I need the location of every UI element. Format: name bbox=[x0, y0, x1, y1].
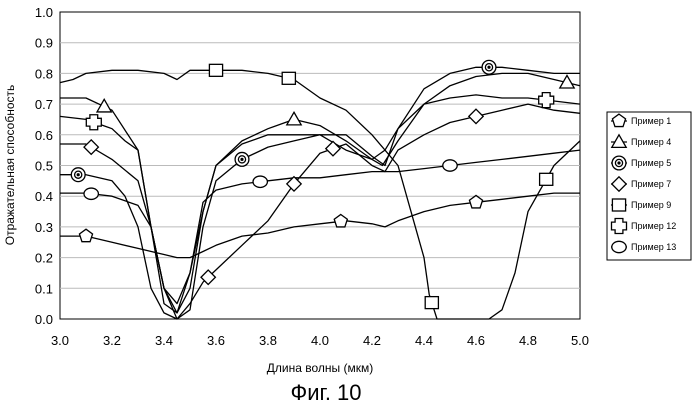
x-tick-label: 3.8 bbox=[259, 333, 277, 348]
series-markers-6 bbox=[85, 91, 555, 131]
y-tick-label: 0.1 bbox=[35, 281, 53, 296]
y-tick-label: 0.4 bbox=[35, 189, 53, 204]
marker-diamond bbox=[285, 175, 303, 193]
legend-label: Пример 5 bbox=[631, 158, 671, 168]
marker-square bbox=[281, 71, 297, 85]
marker-pentagon bbox=[78, 228, 94, 243]
marker-square bbox=[538, 172, 554, 186]
legend-entry: Пример 1 bbox=[611, 113, 671, 128]
legend-entry: Пример 12 bbox=[610, 217, 676, 235]
series-line-6 bbox=[59, 94, 581, 305]
legend-entry: Пример 9 bbox=[611, 198, 671, 212]
marker-cross bbox=[538, 91, 555, 109]
x-tick-label: 4.4 bbox=[415, 333, 433, 348]
y-tick-label: 0.3 bbox=[35, 220, 53, 235]
legend-label: Пример 4 bbox=[631, 137, 671, 147]
series-markers-7 bbox=[83, 159, 458, 201]
marker-bullseye-dot bbox=[487, 65, 491, 69]
series-markers-3 bbox=[70, 59, 497, 183]
marker-diamond bbox=[324, 140, 342, 157]
marker-triangle bbox=[558, 74, 576, 89]
series-line-3 bbox=[60, 66, 580, 320]
y-tick-label: 0.5 bbox=[35, 159, 53, 174]
figure-caption: Фиг. 10 bbox=[290, 380, 361, 405]
y-tick-label: 0.9 bbox=[35, 36, 53, 51]
y-tick-label: 0.6 bbox=[35, 128, 53, 143]
marker-pentagon bbox=[611, 113, 627, 128]
marker-square bbox=[611, 198, 627, 212]
marker-cross bbox=[610, 217, 628, 235]
x-tick-label: 5.0 bbox=[571, 333, 589, 348]
marker-diamond bbox=[200, 269, 217, 286]
marker-diamond bbox=[83, 138, 100, 156]
legend-label: Пример 7 bbox=[631, 179, 671, 189]
marker-bullseye-dot bbox=[240, 157, 244, 161]
marker-square bbox=[208, 63, 224, 77]
series-markers-1 bbox=[78, 194, 484, 243]
marker-square bbox=[424, 295, 440, 310]
marker-triangle bbox=[95, 98, 113, 113]
legend-label: Пример 1 bbox=[631, 116, 671, 126]
series-line-5 bbox=[59, 69, 581, 320]
x-tick-label: 3.6 bbox=[207, 333, 225, 348]
marker-circle bbox=[442, 159, 458, 172]
x-tick-label: 4.6 bbox=[467, 333, 485, 348]
marker-diamond bbox=[610, 175, 628, 193]
legend-entry: Пример 5 bbox=[611, 155, 671, 171]
series-markers-2 bbox=[95, 74, 576, 126]
legend-entry: Пример 4 bbox=[610, 133, 671, 149]
marker-triangle bbox=[610, 133, 628, 149]
series-markers-4 bbox=[83, 108, 485, 286]
y-tick-label: 0.7 bbox=[35, 97, 53, 112]
y-axis-label: Отражательная способность bbox=[3, 85, 17, 246]
y-tick-labels: 0.0 0.1 0.2 0.3 0.4 0.5 0.6 0.7 0.8 0.9 1.0 bbox=[35, 5, 53, 327]
x-tick-labels: 3.0 3.2 3.4 3.6 3.8 4.0 4.2 4.4 4.6 4.8 5.0 bbox=[51, 333, 589, 348]
marker-circle bbox=[611, 240, 627, 254]
marker-triangle bbox=[285, 110, 303, 126]
marker-pentagon bbox=[468, 194, 484, 209]
x-tick-label: 4.8 bbox=[519, 333, 537, 348]
x-tick-label: 3.0 bbox=[51, 333, 69, 348]
x-tick-label: 4.2 bbox=[363, 333, 381, 348]
marker-circle bbox=[252, 175, 269, 189]
marker-bullseye-dot bbox=[76, 173, 80, 177]
x-axis-label: Длина волны (мкм) bbox=[267, 361, 373, 375]
x-tick-label: 4.0 bbox=[311, 333, 329, 348]
legend-entry: Пример 13 bbox=[611, 240, 676, 254]
legend-entry: Пример 7 bbox=[610, 175, 671, 193]
marker-circle bbox=[83, 187, 100, 201]
marker-diamond bbox=[467, 108, 485, 125]
marker-pentagon bbox=[333, 213, 349, 228]
series-line-7 bbox=[60, 149, 581, 314]
marker-cross bbox=[85, 114, 102, 131]
y-tick-label: 0.2 bbox=[35, 251, 53, 266]
y-tick-label: 0.8 bbox=[35, 66, 53, 81]
legend-label: Пример 12 bbox=[631, 221, 676, 231]
legend: Пример 1 Пример 4 Пример 5 Пример 7 Пример 9… bbox=[606, 111, 692, 261]
x-tick-label: 3.4 bbox=[155, 333, 173, 348]
y-tick-label: 0.0 bbox=[35, 312, 53, 327]
x-tick-label: 3.2 bbox=[103, 333, 121, 348]
series-markers-5 bbox=[208, 63, 554, 310]
y-tick-label: 1.0 bbox=[35, 5, 53, 20]
legend-label: Пример 9 bbox=[631, 200, 671, 210]
legend-label: Пример 13 bbox=[631, 242, 676, 252]
marker-bullseye-dot bbox=[617, 161, 621, 165]
series-markers bbox=[70, 59, 576, 310]
